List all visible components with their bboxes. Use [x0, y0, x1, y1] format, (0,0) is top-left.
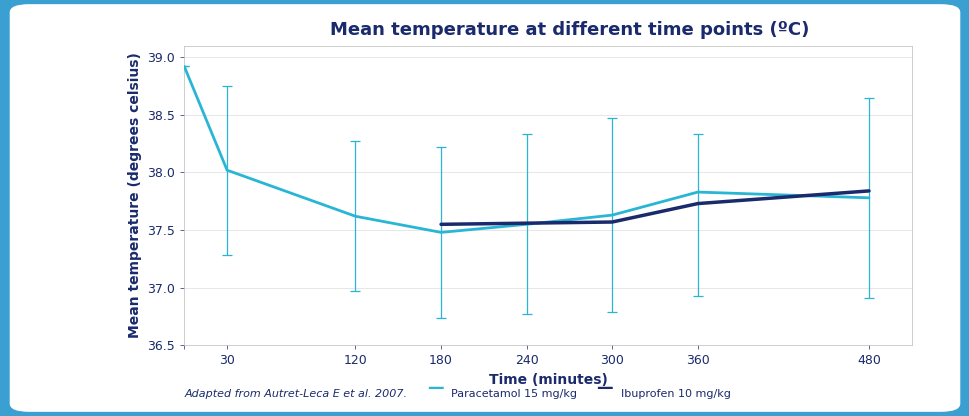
Text: Adapted from Autret-Leca E et al. 2007.: Adapted from Autret-Leca E et al. 2007.: [184, 389, 407, 399]
Text: Ibuprofen 10 mg/kg: Ibuprofen 10 mg/kg: [620, 389, 730, 399]
Text: —: —: [426, 379, 443, 397]
Text: Paracetamol 15 mg/kg: Paracetamol 15 mg/kg: [451, 389, 577, 399]
X-axis label: Time (minutes): Time (minutes): [488, 373, 607, 387]
FancyBboxPatch shape: [10, 4, 959, 412]
Y-axis label: Mean temperature (degrees celsius): Mean temperature (degrees celsius): [128, 52, 141, 339]
Text: —: —: [596, 379, 612, 397]
Text: Mean temperature at different time points (ºC): Mean temperature at different time point…: [329, 21, 808, 39]
